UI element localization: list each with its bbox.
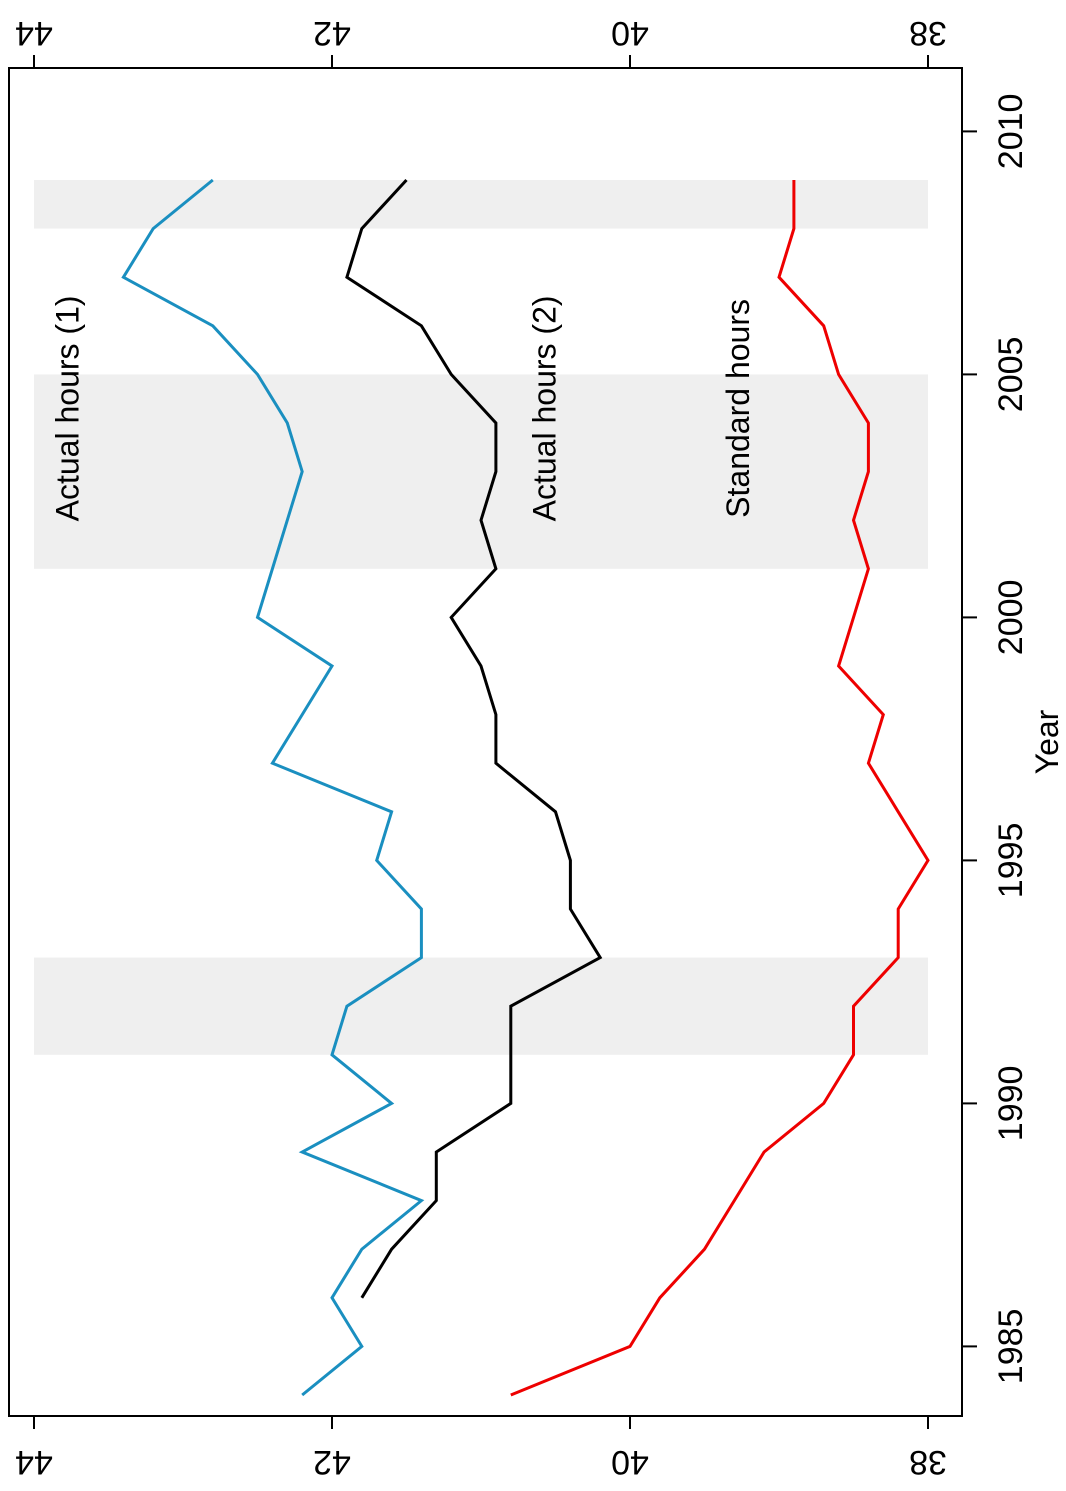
shaded-period-2: [34, 374, 928, 569]
bottom-tick-label-42: 42: [313, 1443, 351, 1481]
series-label-3: Standard hours: [720, 299, 756, 518]
series-lines: [121, 178, 930, 1397]
series-label-2: Actual hours (2): [527, 295, 563, 521]
plot-frame: [8, 67, 963, 1417]
shaded-period-1: [34, 957, 928, 1055]
annotations: Actual hours (1) Actual hours (2) Standard…: [50, 295, 757, 521]
series-label-1: Actual hours (1): [50, 295, 86, 521]
top-tick-label-40: 40: [611, 14, 649, 52]
axes: 38 38 40 40 42 42 44 44 1985 1990 1995 2000 2005 2010: [15, 14, 1030, 1481]
year-tick-label-2010: 2010: [992, 94, 1030, 170]
year-tick-label-2000: 2000: [992, 580, 1030, 656]
top-tick-label-38: 38: [909, 14, 947, 52]
series-line-2: [345, 178, 603, 1299]
year-tick-label-1985: 1985: [992, 1309, 1030, 1385]
bottom-tick-label-38: 38: [909, 1443, 947, 1481]
series-line-1: [121, 178, 425, 1397]
year-tick-label-2005: 2005: [992, 337, 1030, 413]
top-tick-label-44: 44: [15, 14, 53, 52]
shaded-periods: [34, 180, 928, 1055]
bottom-tick-label-44: 44: [15, 1443, 53, 1481]
series-line-3: [510, 180, 930, 1397]
x-axis-label: Year: [1029, 709, 1065, 774]
year-tick-label-1995: 1995: [992, 823, 1030, 899]
top-tick-label-42: 42: [313, 14, 351, 52]
bottom-tick-label-40: 40: [611, 1443, 649, 1481]
year-tick-label-1990: 1990: [992, 1066, 1030, 1142]
